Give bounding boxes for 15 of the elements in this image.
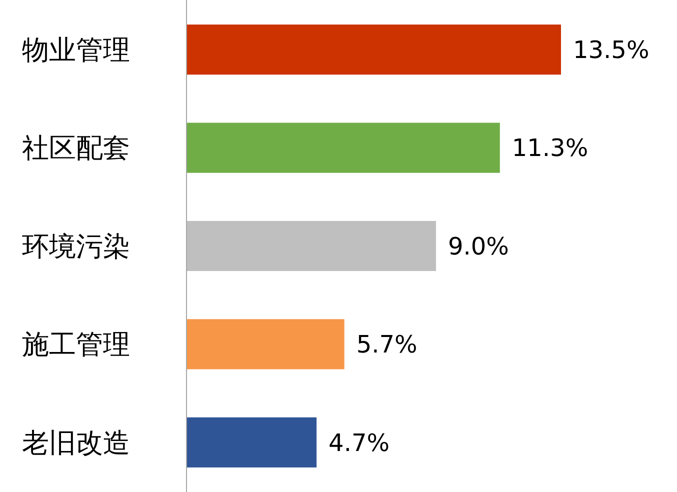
y-tick-label: 物业管理 xyxy=(22,35,130,66)
y-tick-label: 施工管理 xyxy=(22,330,130,361)
y-tick-label: 环境污染 xyxy=(22,231,130,262)
data-label: 9.0% xyxy=(448,232,509,260)
bar xyxy=(186,24,561,75)
data-label: 5.7% xyxy=(356,330,418,359)
data-label: 13.5% xyxy=(573,36,650,64)
data-label: 4.7% xyxy=(328,428,390,457)
bar xyxy=(186,319,344,370)
data-label: 11.3% xyxy=(512,134,588,162)
y-tick-label: 社区配套 xyxy=(22,133,130,164)
y-tick-label: 老旧改造 xyxy=(22,428,130,459)
bar xyxy=(186,122,500,173)
bar xyxy=(186,417,317,468)
bar xyxy=(186,220,436,272)
